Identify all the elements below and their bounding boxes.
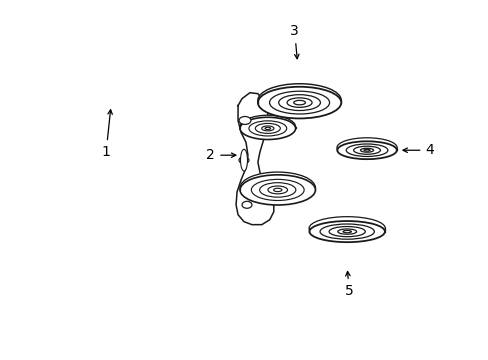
Ellipse shape	[267, 186, 287, 194]
Ellipse shape	[264, 127, 270, 130]
Ellipse shape	[269, 91, 329, 114]
Ellipse shape	[257, 87, 341, 118]
Ellipse shape	[257, 84, 341, 117]
Ellipse shape	[239, 117, 250, 125]
Text: 2: 2	[206, 148, 235, 162]
Ellipse shape	[353, 146, 380, 154]
Ellipse shape	[336, 138, 396, 157]
Ellipse shape	[286, 98, 311, 107]
Ellipse shape	[346, 144, 387, 157]
Ellipse shape	[242, 201, 251, 208]
Ellipse shape	[240, 172, 315, 204]
Ellipse shape	[328, 226, 365, 237]
Text: 1: 1	[102, 110, 112, 159]
Ellipse shape	[239, 157, 248, 164]
Ellipse shape	[360, 148, 373, 152]
Ellipse shape	[240, 117, 295, 140]
Ellipse shape	[309, 221, 384, 242]
Ellipse shape	[261, 126, 273, 131]
Ellipse shape	[240, 115, 295, 139]
Text: 5: 5	[344, 271, 353, 298]
Ellipse shape	[278, 95, 320, 111]
Ellipse shape	[308, 217, 385, 240]
Text: 4: 4	[425, 143, 433, 157]
Ellipse shape	[320, 224, 374, 239]
Ellipse shape	[293, 100, 305, 105]
Ellipse shape	[240, 175, 315, 205]
Ellipse shape	[273, 188, 281, 192]
Ellipse shape	[251, 179, 304, 201]
Ellipse shape	[255, 123, 280, 134]
Ellipse shape	[337, 229, 356, 234]
Ellipse shape	[343, 230, 351, 233]
Ellipse shape	[259, 183, 295, 197]
Ellipse shape	[248, 121, 286, 136]
Polygon shape	[236, 93, 273, 225]
Ellipse shape	[240, 149, 247, 171]
Ellipse shape	[337, 141, 396, 159]
Ellipse shape	[364, 149, 369, 151]
Text: 3: 3	[290, 24, 298, 59]
